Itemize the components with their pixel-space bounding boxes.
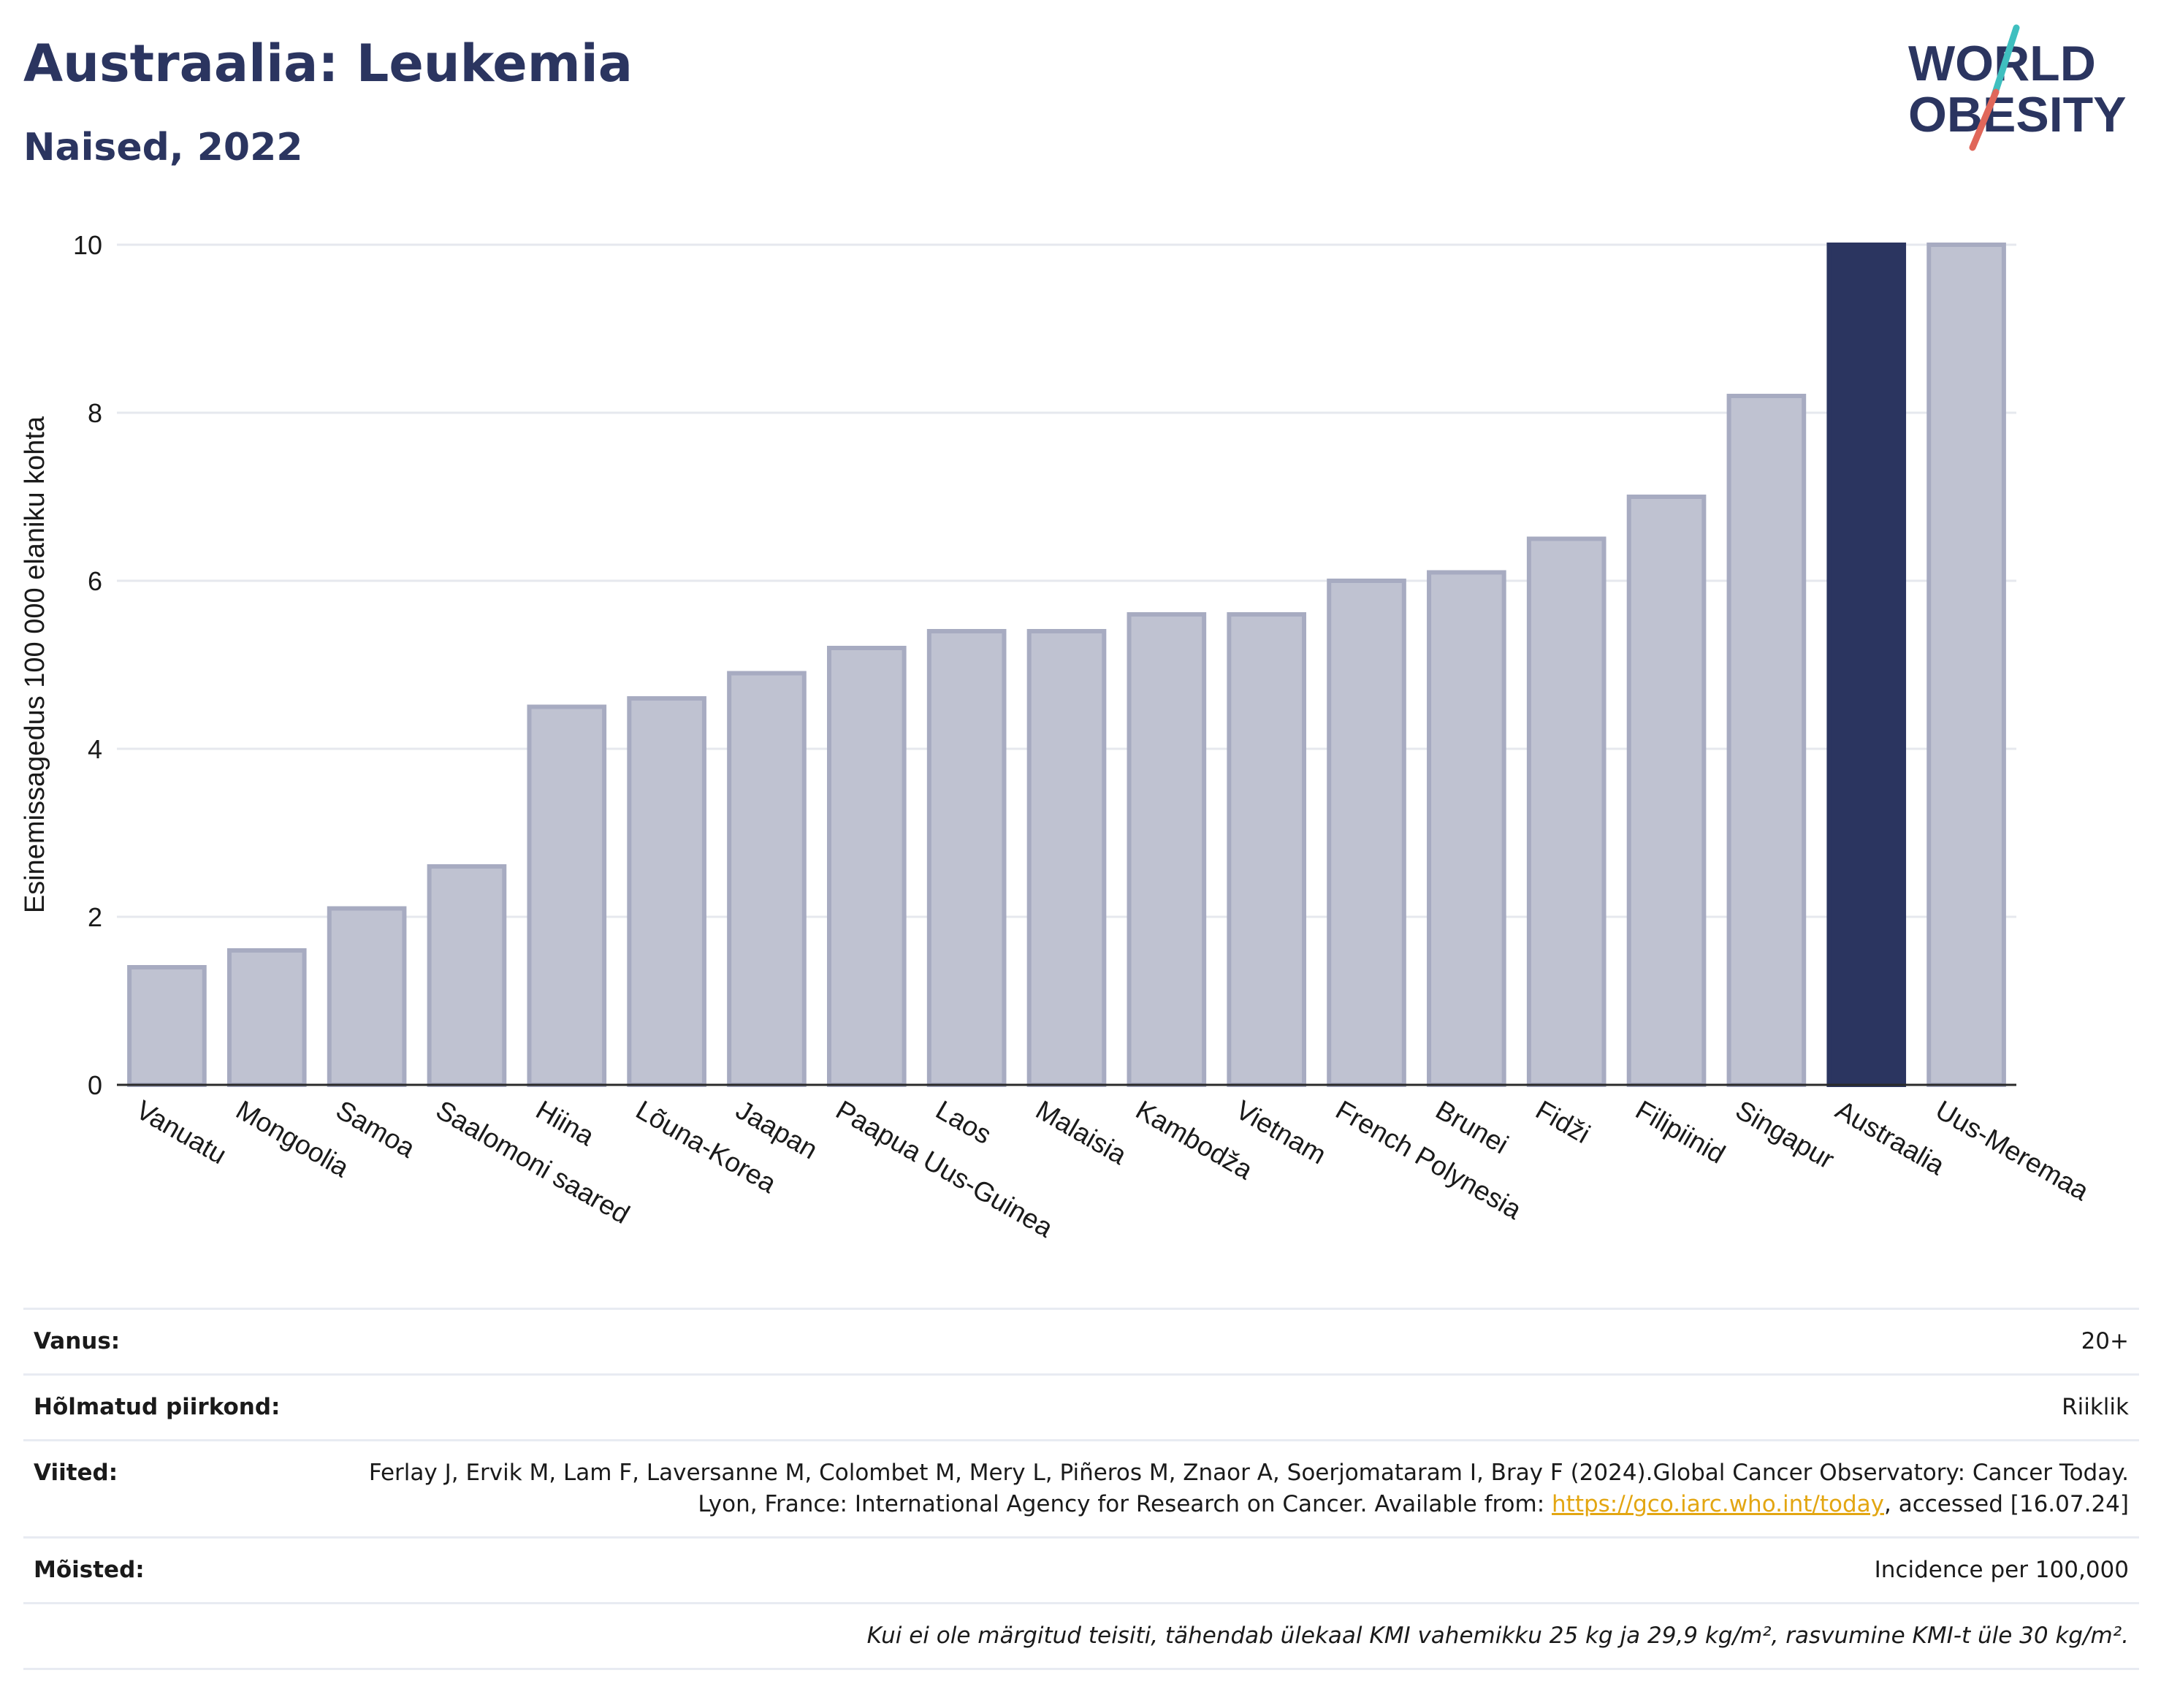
- x-tick-label: Filipiinid: [1631, 1094, 1730, 1169]
- bars: [117, 243, 2016, 1087]
- info-row-definitions: Mõisted: Incidence per 100,000: [23, 1536, 2139, 1602]
- x-tick-label: Mongoolia: [231, 1094, 354, 1183]
- x-tick-label: Singapur: [1731, 1094, 1840, 1175]
- y-tick-label: 4: [88, 734, 102, 764]
- info-table: Vanus: 20+ Hõlmatud piirkond: Riiklik Vi…: [23, 1308, 2139, 1670]
- bar: [1127, 612, 1207, 1087]
- info-row-coverage: Hõlmatud piirkond: Riiklik: [23, 1373, 2139, 1439]
- world-obesity-logo: WORLD OBESITY: [1908, 24, 2127, 151]
- bar: [1427, 570, 1506, 1087]
- bar: [827, 646, 907, 1087]
- age-label: Vanus:: [34, 1328, 121, 1354]
- x-tick-label: Hiina: [531, 1094, 600, 1151]
- y-axis-label: Esinemissagedus 100 000 elaniku kohta: [20, 416, 50, 913]
- info-row-references: Viited: Ferlay J, Ervik M, Lam F, Lavers…: [23, 1439, 2139, 1536]
- logo-line2: OBESITY: [1908, 87, 2127, 142]
- y-tick-label: 8: [88, 398, 102, 428]
- logo-slash-teal-icon: [1991, 24, 2020, 99]
- bar: [627, 696, 706, 1087]
- logo-slash-red-icon: [1969, 88, 2000, 151]
- bmi-note: Kui ei ole märgitud teisiti, tähendab ül…: [866, 1623, 2129, 1649]
- age-value: 20+: [2081, 1328, 2129, 1354]
- bar: [1227, 612, 1306, 1087]
- bar: [1327, 579, 1406, 1087]
- x-tick-label: Saalomoni saared: [431, 1094, 635, 1229]
- coverage-label: Hõlmatud piirkond:: [34, 1394, 281, 1420]
- y-tick-label: 6: [88, 566, 102, 596]
- y-tick-label: 0: [88, 1070, 102, 1100]
- x-tick-label: French Polynesia: [1331, 1094, 1527, 1225]
- x-tick-label: Laos: [931, 1094, 996, 1150]
- bar: [727, 671, 807, 1087]
- references-accessed: , accessed [16.07.24]: [1883, 1491, 2129, 1517]
- bar: [1926, 243, 2006, 1087]
- references-text: Ferlay J, Ervik M, Lam F, Laversanne M, …: [368, 1460, 2129, 1517]
- bar: [1726, 394, 1807, 1087]
- bar: [226, 948, 307, 1087]
- references-link[interactable]: https://gco.iarc.who.int/today: [1552, 1491, 1884, 1517]
- info-row-note: Kui ei ole märgitud teisiti, tähendab ül…: [23, 1602, 2139, 1670]
- bar: [926, 629, 1007, 1087]
- bar: [527, 704, 607, 1087]
- x-tick-label: Brunei: [1430, 1094, 1513, 1159]
- references-label: Viited:: [34, 1460, 118, 1486]
- definitions-value: Incidence per 100,000: [1874, 1557, 2129, 1583]
- page-title: Austraalia: Leukemia: [23, 34, 633, 94]
- y-tick-label: 10: [73, 230, 102, 260]
- x-tick-label: Vanuatu: [131, 1094, 232, 1170]
- coverage-value: Riiklik: [2062, 1394, 2129, 1420]
- bar: [327, 906, 407, 1087]
- info-row-age: Vanus: 20+: [23, 1308, 2139, 1373]
- bar: [127, 965, 207, 1087]
- page-subtitle: Naised, 2022: [23, 126, 303, 169]
- bar: [1826, 243, 1907, 1087]
- bar: [1526, 536, 1607, 1087]
- x-tick-label: Fidži: [1531, 1094, 1595, 1149]
- bar: [427, 864, 507, 1087]
- definitions-label: Mõisted:: [34, 1557, 145, 1583]
- bar: [1626, 495, 1707, 1087]
- x-tick-label: Malaisia: [1031, 1094, 1132, 1170]
- y-tick-label: 2: [88, 902, 102, 932]
- references-value: Ferlay J, Ervik M, Lam F, Laversanne M, …: [317, 1457, 2129, 1520]
- x-tick-label: Uus-Meremaa: [1931, 1094, 2095, 1206]
- bar: [1026, 629, 1107, 1087]
- x-tick-label: Austraalia: [1831, 1094, 1950, 1181]
- y-tick-labels: 0 2 4 6 8 10: [73, 230, 102, 1100]
